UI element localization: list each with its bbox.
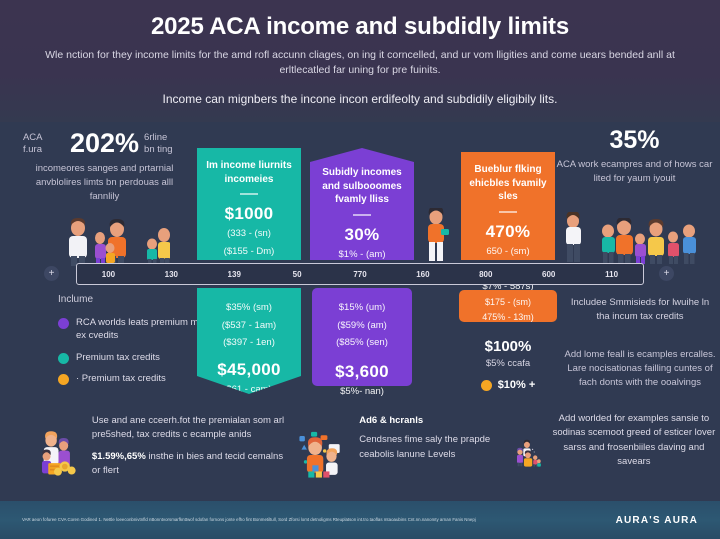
person-illustration-center (428, 208, 449, 261)
card-purple-bot-line-0: $15% (um) (338, 302, 386, 313)
bottom-panel-3: Add worlded for examples sansie to sodin… (516, 412, 716, 494)
card-divider (353, 213, 371, 216)
legend: Inclume RCA worlds leats premium mn ex c… (58, 294, 208, 395)
card-purple-bot-value: $3,600 (335, 362, 389, 382)
axis-tick-2: 139 (227, 269, 241, 279)
header-band: 2025 ACA income and subdidly limits Wle … (0, 0, 720, 122)
mid-orange-value: $100% (484, 338, 532, 355)
family-savings-illustration (41, 431, 76, 476)
axis-tick-3: 50 (292, 269, 302, 279)
bp1-strong: $1.59%,65% (91, 450, 146, 462)
card-teal-top-line-0: (333 - (sn) (227, 228, 271, 239)
footer-disclaimer: VAR aeon fofuree CVA Coren Godined 1. Ne… (22, 517, 476, 523)
mid-orange-stat: $100% $5% ccafa $10% + (452, 338, 564, 391)
footer-bar: VAR aeon fofuree CVA Coren Godined 1. Ne… (0, 501, 720, 539)
card-purple-top-heading: Subidly incomes and sulbooomes fvamly ll… (322, 167, 402, 205)
card-divider (499, 210, 517, 213)
bottom-panel-3-text: Add worlded for examples sansie to sodin… (552, 412, 716, 469)
header-subtitle: Wle nction for they income limits for th… (45, 48, 675, 76)
legend-dot-icon (58, 352, 69, 364)
parent-child-play-illustration (299, 431, 340, 478)
legend-item-2[interactable]: · Premium tax credits (58, 373, 208, 386)
axis-tick-0: 100 (101, 269, 116, 279)
bottom-panel-2-text: Ad6 & hcranls Cendsnes fime saly the pra… (359, 414, 516, 462)
right-note-secondary: Add lome feall is ecamples ercalles. Lar… (564, 349, 716, 388)
axis-tick-8: 110 (605, 269, 619, 279)
legend-item-label: RCA worlds leats premium mn ex cvedits (76, 317, 204, 341)
card-income-limits-teal: Im income liurnits incomeies $1000 (333 … (197, 148, 301, 274)
mid-orange-subtext: $5% ccafa (485, 358, 531, 369)
left-stat-description: incomeores sanges and prtarnial anvbloli… (35, 163, 174, 202)
orange-dot-icon (480, 380, 492, 391)
card-teal-bot-line-3: $61 - cam) (226, 384, 272, 396)
card-purple-top-line-0: $1% - (am) (338, 248, 386, 260)
card-orange-pill: $175 - (sm) 475% - 13m) (459, 290, 557, 322)
axis-left-cap[interactable]: + (44, 266, 59, 281)
card-orange-top-heading: Bueblur flking ehicbles fvamily sles (469, 164, 547, 202)
card-subsidy-purple-bottom: $15% (um) ($59% (am) ($85% (sen) $3,600 … (312, 288, 412, 397)
card-eligible-family-orange: Bueblur flking ehicbles fvamily sles 470… (461, 152, 555, 292)
card-teal-bot-value: $45,000 (217, 360, 281, 380)
legend-item-label: · Premium tax credits (76, 373, 166, 385)
card-orange-top-value: 470% (485, 221, 531, 241)
person-illustration-right (566, 212, 581, 262)
income-scale-axis[interactable]: 100 130 139 50 770 160 800 600 110 (76, 263, 644, 285)
card-teal-bot-line-1: ($537 - 1am) (221, 319, 277, 331)
legend-dot-icon (58, 374, 69, 386)
legend-item-label: Premium tax credits (76, 351, 160, 363)
bp1-line1: Use and ane cceerh.fot the premialan som… (91, 415, 285, 441)
bp3-line1: Add worlded for examples sansie to sodin… (552, 413, 716, 467)
legend-item-0[interactable]: RCA worlds leats premium mn ex cvedits (58, 317, 208, 343)
axis-right-cap[interactable]: + (659, 266, 674, 281)
mid-orange-row-label: $10% + (497, 379, 536, 391)
bp1-line2: insthe in bies and tecid cemalns or fler… (91, 450, 284, 476)
legend-title: Inclume (58, 294, 94, 305)
left-stat-suffix: 6rline bn ting (144, 131, 173, 155)
axis-tick-5: 160 (416, 269, 430, 279)
card-teal-bot-line-2: ($397 - 1en) (223, 337, 275, 349)
family-illustration-left (69, 218, 170, 266)
bottom-panel-1: Use and ane cceerh.fot the premialan som… (34, 414, 294, 494)
card-divider (240, 193, 258, 195)
left-stat-prefix: ACA f.ura (22, 131, 43, 155)
axis-tick-4: 770 (353, 269, 367, 279)
card-income-teal-bottom: $35% (sm) ($537 - 1am) ($397 - 1en) $45,… (197, 288, 301, 394)
axis-tick-1: 130 (164, 269, 179, 279)
family-group-illustration (516, 439, 541, 467)
card-orange-top-line-0: 650 - (sm) (486, 245, 530, 257)
card-teal-top-line-1: ($155 - Dm) (223, 245, 275, 257)
footer-logo: AURA'S AURA (615, 514, 698, 526)
card-teal-bot-line-0: $35% (sm) (226, 302, 272, 313)
bp2-heading: Ad6 & hcranls (359, 415, 424, 426)
bottom-panel-1-text: Use and ane cceerh.fot the premialan som… (92, 414, 294, 478)
card-orange-top-line-2: $7% - 587s) (482, 280, 534, 292)
pill-orange-line-1: 475% - 13m) (482, 311, 534, 322)
card-purple-bot-line-3: $5%- nan) (340, 386, 384, 398)
bottom-panel-2: Ad6 & hcranls Cendsnes fime saly the pra… (296, 414, 516, 492)
mid-orange-row: $10% + (452, 379, 564, 391)
card-teal-top-heading: Im income liurnits incomeies (206, 160, 292, 185)
right-stat-value: 35% (609, 126, 660, 154)
page-title: 2025 ACA income and subdidly limits (151, 13, 569, 40)
card-purple-bot-line-1: ($59% (am) (337, 319, 387, 331)
axis-tick-7: 600 (542, 269, 556, 279)
left-stat-block: ACA f.ura 202% 6rline bn ting incomeores… (22, 130, 187, 203)
card-purple-top-value: 30% (344, 224, 380, 244)
right-stat-block: 35% ACA work ecampres and of hows car li… (552, 128, 717, 186)
legend-item-1[interactable]: Premium tax credits (58, 352, 208, 365)
card-teal-top-value: $1000 (224, 204, 274, 223)
card-subsidy-incomes-purple: Subidly incomes and sulbooomes fvamly ll… (310, 148, 414, 260)
left-stat-value: 202% (69, 128, 140, 158)
axis-tick-6: 800 (479, 269, 493, 279)
card-purple-bot-line-2: ($85% (sen) (336, 337, 388, 349)
right-note-primary: Includee Smmisieds for lwuihe ln tha inc… (570, 297, 710, 322)
right-stat-description: ACA work ecampres and of hows car lited … (556, 159, 713, 184)
bp2-line1: Cendsnes fime saly the prapde ceabolis l… (359, 434, 491, 460)
header-subtitle-secondary: Income can mignbers the incone incon erd… (162, 92, 558, 107)
pill-orange-line-0: $175 - (sm) (484, 297, 531, 307)
family-illustration-right (602, 218, 696, 264)
legend-dot-icon (58, 318, 69, 329)
